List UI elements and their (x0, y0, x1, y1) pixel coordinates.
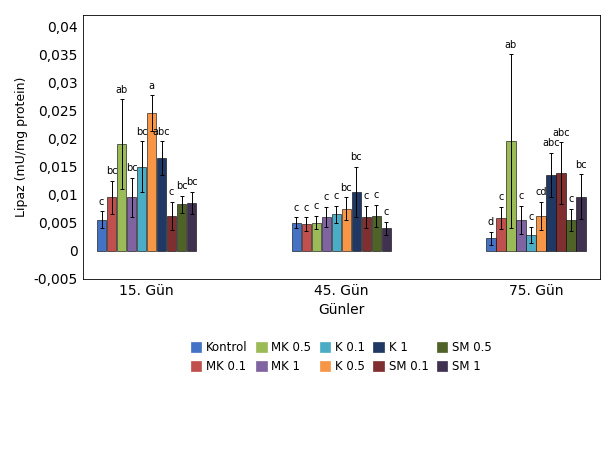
Text: bc: bc (136, 127, 148, 137)
Bar (516, 220, 526, 251)
Text: c: c (374, 190, 379, 200)
Text: cd: cd (535, 187, 547, 197)
Legend: Kontrol, MK 0.1, MK 0.5, MK 1, K 0.1, K 0.5, K 1, SM 0.1, SM 0.5, SM 1: Kontrol, MK 0.1, MK 0.5, MK 1, K 0.1, K … (188, 337, 496, 377)
Bar (187, 203, 196, 251)
Text: c: c (304, 202, 309, 212)
Bar (486, 238, 496, 251)
Bar (107, 197, 116, 251)
Text: c: c (363, 192, 369, 201)
Text: bc: bc (176, 181, 188, 191)
Text: a: a (149, 81, 154, 91)
Text: c: c (99, 197, 105, 207)
Bar (117, 144, 126, 251)
Bar (147, 113, 156, 251)
Text: c: c (384, 207, 389, 217)
Bar (566, 220, 576, 251)
Text: abc: abc (542, 138, 560, 148)
Text: c: c (314, 201, 319, 211)
Text: abc: abc (552, 128, 570, 138)
Bar (177, 204, 186, 251)
Text: bc: bc (575, 160, 587, 170)
Text: c: c (518, 192, 524, 201)
Text: d: d (488, 217, 494, 227)
Bar (331, 214, 341, 251)
Text: ab: ab (116, 85, 128, 95)
Text: abc: abc (153, 127, 170, 137)
Text: c: c (334, 192, 339, 201)
Text: bc: bc (106, 166, 117, 176)
Bar (526, 235, 536, 251)
Bar (322, 217, 331, 251)
Bar (576, 197, 586, 251)
Bar (341, 209, 351, 251)
Bar (546, 175, 556, 251)
Bar (362, 217, 371, 251)
Text: c: c (568, 194, 574, 204)
Bar (97, 220, 106, 251)
Text: c: c (498, 193, 504, 202)
X-axis label: Günler: Günler (318, 303, 365, 317)
Text: c: c (169, 187, 175, 197)
Bar (292, 223, 301, 251)
Text: ab: ab (505, 40, 517, 50)
Bar (312, 223, 321, 251)
Text: bc: bc (126, 163, 137, 173)
Bar (536, 216, 546, 251)
Bar (382, 228, 391, 251)
Text: c: c (528, 212, 534, 222)
Text: c: c (293, 202, 299, 212)
Bar (167, 216, 177, 251)
Text: bc: bc (351, 152, 362, 162)
Bar (506, 141, 516, 251)
Bar (301, 224, 311, 251)
Bar (137, 166, 146, 251)
Text: bc: bc (186, 177, 197, 187)
Bar (157, 158, 167, 251)
Bar (352, 192, 361, 251)
Text: c: c (323, 193, 329, 202)
Bar (557, 173, 566, 251)
Bar (371, 216, 381, 251)
Y-axis label: Lipaz (mU/mg protein): Lipaz (mU/mg protein) (15, 77, 28, 217)
Bar (127, 197, 137, 251)
Text: bc: bc (341, 183, 352, 193)
Bar (496, 218, 506, 251)
